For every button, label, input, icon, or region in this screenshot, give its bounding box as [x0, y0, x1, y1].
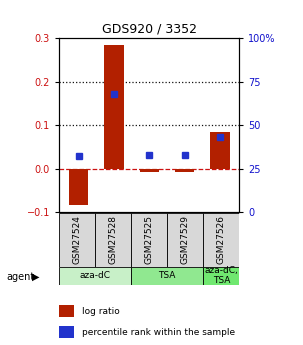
Bar [59, 326, 75, 338]
Bar [69, 169, 88, 205]
Bar [203, 213, 239, 267]
Bar [104, 45, 124, 169]
Text: log ratio: log ratio [82, 307, 119, 316]
Text: TSA: TSA [158, 271, 176, 280]
Bar [203, 267, 239, 285]
Bar [131, 267, 203, 285]
Bar [59, 213, 95, 267]
Bar [95, 213, 131, 267]
Text: GSM27524: GSM27524 [73, 215, 82, 264]
Bar [139, 169, 159, 172]
Bar [59, 305, 75, 317]
Text: GSM27525: GSM27525 [145, 215, 154, 264]
Text: aza-dC: aza-dC [80, 271, 111, 280]
Text: ▶: ▶ [32, 272, 39, 281]
Title: GDS920 / 3352: GDS920 / 3352 [102, 22, 197, 36]
Bar [59, 267, 131, 285]
Text: GSM27529: GSM27529 [181, 215, 190, 264]
Bar [210, 131, 230, 169]
Text: agent: agent [6, 272, 34, 282]
Bar [131, 213, 167, 267]
Text: percentile rank within the sample: percentile rank within the sample [82, 328, 235, 337]
Text: aza-dC,
TSA: aza-dC, TSA [205, 266, 238, 285]
Text: GSM27526: GSM27526 [217, 215, 226, 264]
Text: GSM27528: GSM27528 [109, 215, 118, 264]
Bar [175, 169, 194, 172]
Bar [167, 213, 203, 267]
